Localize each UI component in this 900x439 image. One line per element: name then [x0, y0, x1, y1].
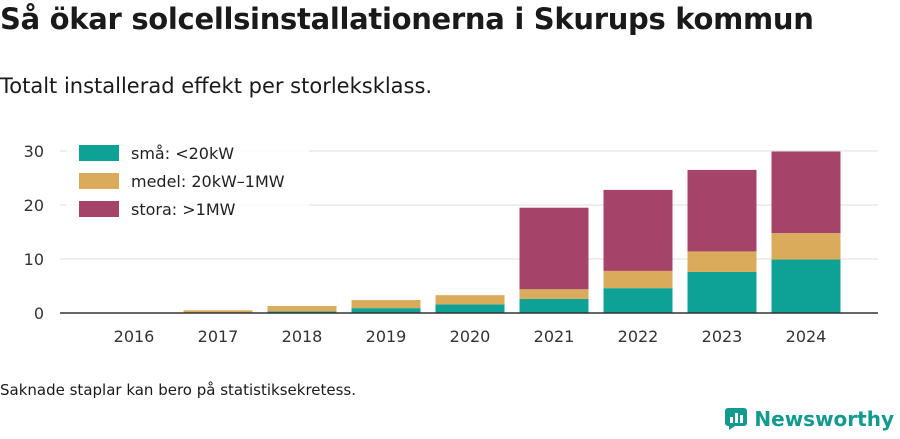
- bar-segment: [771, 233, 841, 260]
- brand-logo[interactable]: Newsworthy: [725, 407, 894, 431]
- x-tick-label: 2016: [114, 327, 155, 346]
- stacked-bar-chart: 0 10 20 30 2016 2017 2018 2019 2020 2021 2022 2023 2…: [24, 139, 878, 346]
- legend-label: små: <20kW: [131, 144, 234, 163]
- bar-segment: [267, 305, 337, 312]
- y-tick-label: 0: [34, 304, 44, 323]
- x-tick-label: 2020: [450, 327, 491, 346]
- x-tick-label: 2022: [618, 327, 659, 346]
- x-tick-label: 2021: [534, 327, 575, 346]
- footnote: Saknade staplar kan bero på statistiksek…: [0, 381, 357, 399]
- newsworthy-logo-icon: [725, 408, 748, 430]
- legend-swatch: [79, 145, 119, 161]
- bar-segment: [435, 304, 505, 313]
- bar-segment: [687, 251, 757, 272]
- bar-segment: [435, 295, 505, 305]
- bar-segment: [351, 308, 421, 313]
- bar-segment: [603, 189, 673, 271]
- legend-swatch: [79, 173, 119, 189]
- bar-segment: [519, 207, 589, 290]
- legend-label: stora: >1MW: [131, 200, 236, 219]
- y-tick-label: 30: [24, 142, 44, 161]
- x-tick-label: 2019: [366, 327, 407, 346]
- bar-segment: [603, 288, 673, 313]
- bar-segment: [351, 300, 421, 309]
- bar-segment: [771, 259, 841, 313]
- brand-name: Newsworthy: [754, 407, 894, 431]
- bar-segment: [183, 310, 253, 313]
- bar-segment: [519, 298, 589, 313]
- bar-segment: [267, 311, 337, 313]
- y-tick-label: 20: [24, 196, 44, 215]
- axes: 0 10 20 30 2016 2017 2018 2019 2020 2021 2022 2023 2…: [24, 142, 878, 346]
- y-tick-label: 10: [24, 250, 44, 269]
- legend-swatch: [79, 201, 119, 217]
- x-tick-label: 2023: [702, 327, 743, 346]
- bar-segment: [687, 271, 757, 313]
- bar-segment: [519, 289, 589, 299]
- bar-segment: [687, 169, 757, 252]
- chart-subtitle: Totalt installerad effekt per storlekskl…: [0, 74, 433, 98]
- legend-label: medel: 20kW–1MW: [131, 172, 285, 191]
- chart-title: Så ökar solcellsinstallationerna i Skuru…: [0, 2, 814, 36]
- x-tick-label: 2024: [786, 327, 827, 346]
- bar-segment: [603, 270, 673, 289]
- legend: små: <20kW medel: 20kW–1MW stora: >1MW: [66, 139, 309, 227]
- bars: [183, 151, 841, 313]
- x-tick-label: 2017: [198, 327, 239, 346]
- bar-segment: [771, 151, 841, 234]
- x-tick-label: 2018: [282, 327, 323, 346]
